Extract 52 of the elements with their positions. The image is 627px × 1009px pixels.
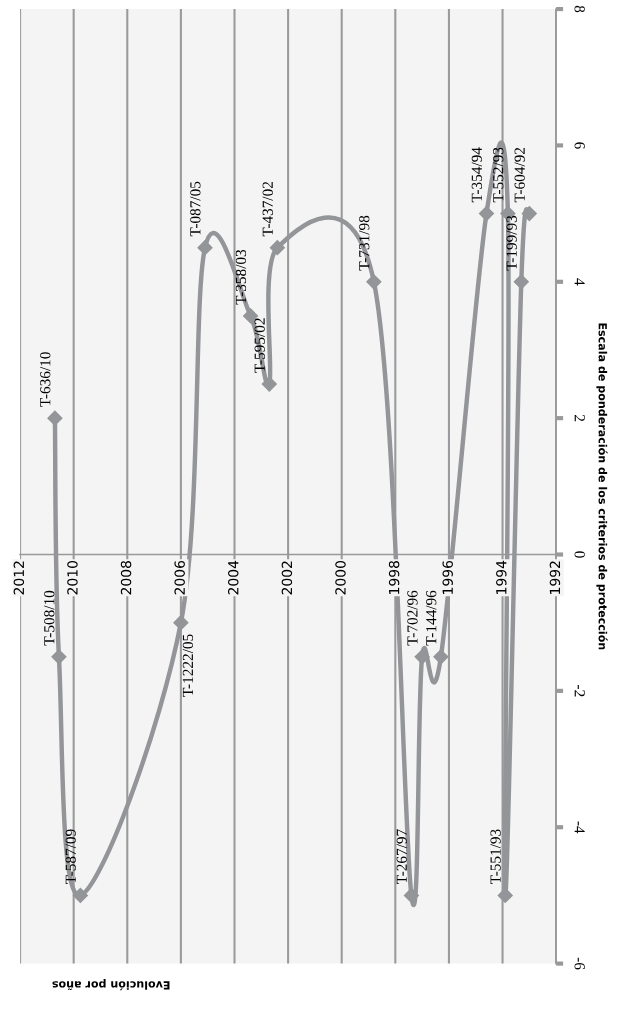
point xyxy=(433,649,449,665)
point xyxy=(51,649,67,665)
annotation: T-636/10 xyxy=(40,352,51,407)
point xyxy=(513,274,529,290)
point xyxy=(72,887,88,903)
annotation: T-358/03 xyxy=(235,249,247,305)
annotation: T-702/96 xyxy=(407,590,418,646)
annotation: T-604/92 xyxy=(514,147,525,203)
x-tick-label: 1998 xyxy=(388,561,400,594)
y-axis-title: Escala de ponderación de los criterios de protección xyxy=(596,323,608,650)
point xyxy=(197,240,213,256)
y-tick-label: 6 xyxy=(574,142,585,149)
point xyxy=(47,410,63,426)
x-tick-label: 2000 xyxy=(335,561,346,595)
annotation: T-595/02 xyxy=(254,318,265,373)
x-tick-label: 2004 xyxy=(228,560,239,595)
y-tick-label: -4 xyxy=(574,821,585,834)
point xyxy=(414,649,430,665)
x-tick-label: 1996 xyxy=(442,560,453,594)
annotation: T-199/93 xyxy=(506,215,517,271)
annotation: T-552/93 xyxy=(493,147,504,203)
annotation: T-587/09 xyxy=(65,829,76,885)
x-tick-label: 1992 xyxy=(549,561,561,594)
x-tick-label: 2008 xyxy=(120,561,132,595)
y-tick-label: 8 xyxy=(574,5,585,13)
x-tick-label: 2012 xyxy=(13,561,25,595)
x-tick-label: 2010 xyxy=(67,561,78,595)
point xyxy=(478,206,495,222)
point xyxy=(269,240,285,256)
annotation: T-508/10 xyxy=(44,590,55,646)
point xyxy=(173,615,189,631)
y-tick-label: 2 xyxy=(574,415,585,422)
annotation: T-437/02 xyxy=(262,181,273,237)
y-tick-label: 0 xyxy=(574,551,585,558)
annotation: T-144/96 xyxy=(426,590,437,646)
point xyxy=(403,887,419,903)
annotation: T-354/94 xyxy=(471,147,482,203)
annotation: T-087/05 xyxy=(190,181,201,237)
y-tick-label: -6 xyxy=(574,957,585,970)
annotation: T-1222/05 xyxy=(182,634,194,697)
point xyxy=(261,376,277,392)
annotation: T-731/98 xyxy=(359,215,370,271)
annotation: T-267/97 xyxy=(396,829,407,885)
x-tick-label: 1994 xyxy=(496,560,507,594)
annotation: T-551/93 xyxy=(490,829,501,885)
point xyxy=(521,206,537,222)
point xyxy=(366,274,382,290)
y-tick-label: 4 xyxy=(574,278,585,286)
x-axis-title: Evolución por años xyxy=(52,979,170,991)
x-tick-label: 2002 xyxy=(281,561,293,595)
y-tick-label: -2 xyxy=(574,685,585,697)
x-tick-label: 2006 xyxy=(174,560,185,595)
